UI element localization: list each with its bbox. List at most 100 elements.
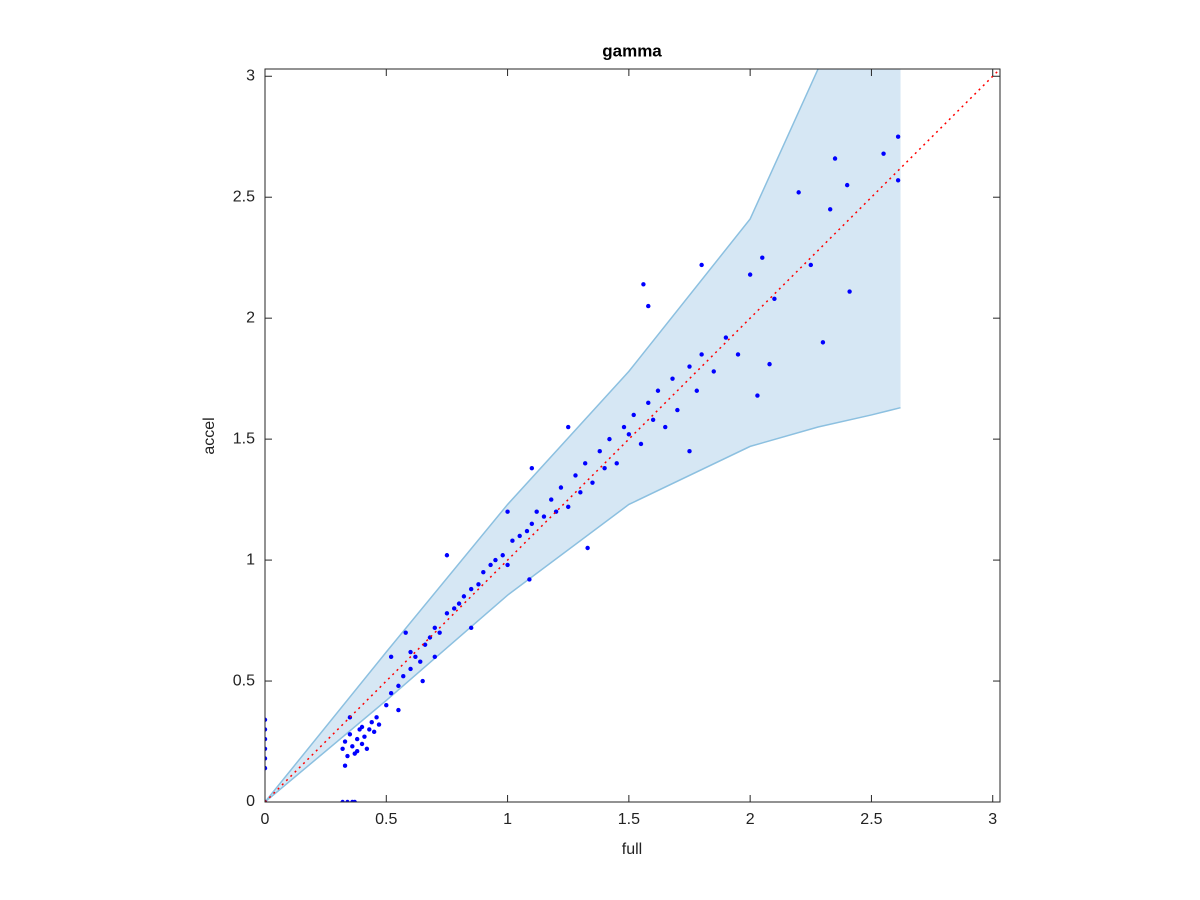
data-point (396, 683, 401, 689)
band-lower-edge (265, 406, 901, 802)
x-tick-label: 0 (261, 811, 270, 828)
data-point (663, 424, 668, 430)
data-point (354, 736, 360, 742)
data-point (626, 432, 632, 437)
data-point (388, 654, 394, 660)
data-point (500, 553, 505, 558)
data-point (444, 611, 450, 616)
data-point (655, 388, 661, 393)
data-point (755, 393, 760, 398)
data-point (476, 582, 481, 587)
data-point (362, 734, 367, 739)
data-point (388, 690, 394, 696)
data-point (408, 649, 413, 655)
data-point (529, 465, 535, 471)
x-axis-label: full (622, 841, 642, 858)
data-point (418, 659, 423, 664)
data-point (420, 678, 425, 684)
axes-frame (264, 68, 1001, 803)
x-tick-label: 2 (746, 811, 755, 828)
data-point (437, 630, 442, 635)
data-point (638, 441, 644, 447)
data-point (597, 449, 602, 454)
data-point (566, 504, 571, 510)
data-point (541, 514, 547, 519)
data-point (607, 436, 612, 442)
data-point (590, 480, 595, 485)
data-point (452, 606, 457, 611)
data-point (895, 134, 901, 139)
data-point (796, 190, 801, 195)
data-point (760, 255, 765, 260)
data-point (735, 352, 741, 357)
data-point (646, 400, 651, 406)
y-tick-label: 0 (246, 793, 255, 810)
data-point (772, 296, 777, 302)
data-point (675, 407, 680, 413)
data-point (517, 533, 522, 539)
data-point (621, 424, 627, 430)
data-point (578, 490, 583, 495)
data-point (342, 739, 348, 744)
data-point (699, 352, 704, 357)
data-point (265, 756, 268, 761)
data-point (614, 461, 619, 466)
data-point (359, 741, 365, 747)
data-point (566, 424, 571, 430)
data-point (432, 625, 438, 631)
x-tick-label: 0.5 (375, 811, 397, 828)
data-point (881, 151, 886, 156)
data-point (602, 465, 607, 471)
plot-layer (265, 69, 1000, 802)
data-point (403, 630, 408, 635)
data-point (265, 717, 268, 722)
data-point (345, 753, 350, 759)
data-point (481, 569, 486, 575)
data-point (488, 562, 493, 568)
axes-layer: 0 0.5 1 1.5 2 2.5 3 0 0.5 1 1.5 2 2.5 3 (233, 67, 1001, 828)
data-point (832, 156, 838, 161)
data-point (505, 509, 510, 514)
data-point (367, 727, 372, 732)
data-point (401, 674, 406, 679)
y-tick-label: 2 (246, 309, 255, 326)
data-point (265, 736, 268, 742)
data-point (265, 727, 268, 732)
data-point (359, 724, 365, 730)
data-point (468, 586, 474, 592)
data-point (527, 577, 532, 582)
chart-title: gamma (602, 41, 662, 60)
data-point (342, 763, 348, 768)
data-point (374, 715, 379, 720)
y-tick-label: 1.5 (233, 430, 255, 447)
data-point (461, 594, 467, 599)
data-point (347, 715, 353, 720)
data-point (585, 545, 590, 551)
data-point (468, 625, 474, 631)
data-point (895, 178, 901, 183)
y-tick-label: 3 (246, 67, 255, 84)
data-point (456, 601, 462, 606)
y-tick-label: 2.5 (233, 188, 255, 205)
data-point (369, 719, 374, 725)
data-point (265, 746, 268, 751)
confidence-band (265, 69, 901, 802)
x-tick-label: 1 (503, 811, 512, 828)
data-point (413, 654, 418, 660)
data-point (827, 207, 833, 212)
data-point (534, 509, 539, 514)
y-tick-label: 1 (246, 551, 255, 568)
data-point (384, 703, 389, 708)
y-tick-label: 0.5 (233, 672, 255, 689)
y-axis-label: accel (201, 417, 218, 454)
data-point (687, 364, 692, 369)
data-point (529, 521, 535, 526)
data-point (371, 729, 377, 735)
band-upper-edge (265, 69, 819, 802)
data-point (631, 412, 636, 418)
data-point (767, 361, 772, 367)
data-point (641, 282, 646, 287)
data-point (408, 666, 413, 672)
data-point (549, 497, 554, 502)
